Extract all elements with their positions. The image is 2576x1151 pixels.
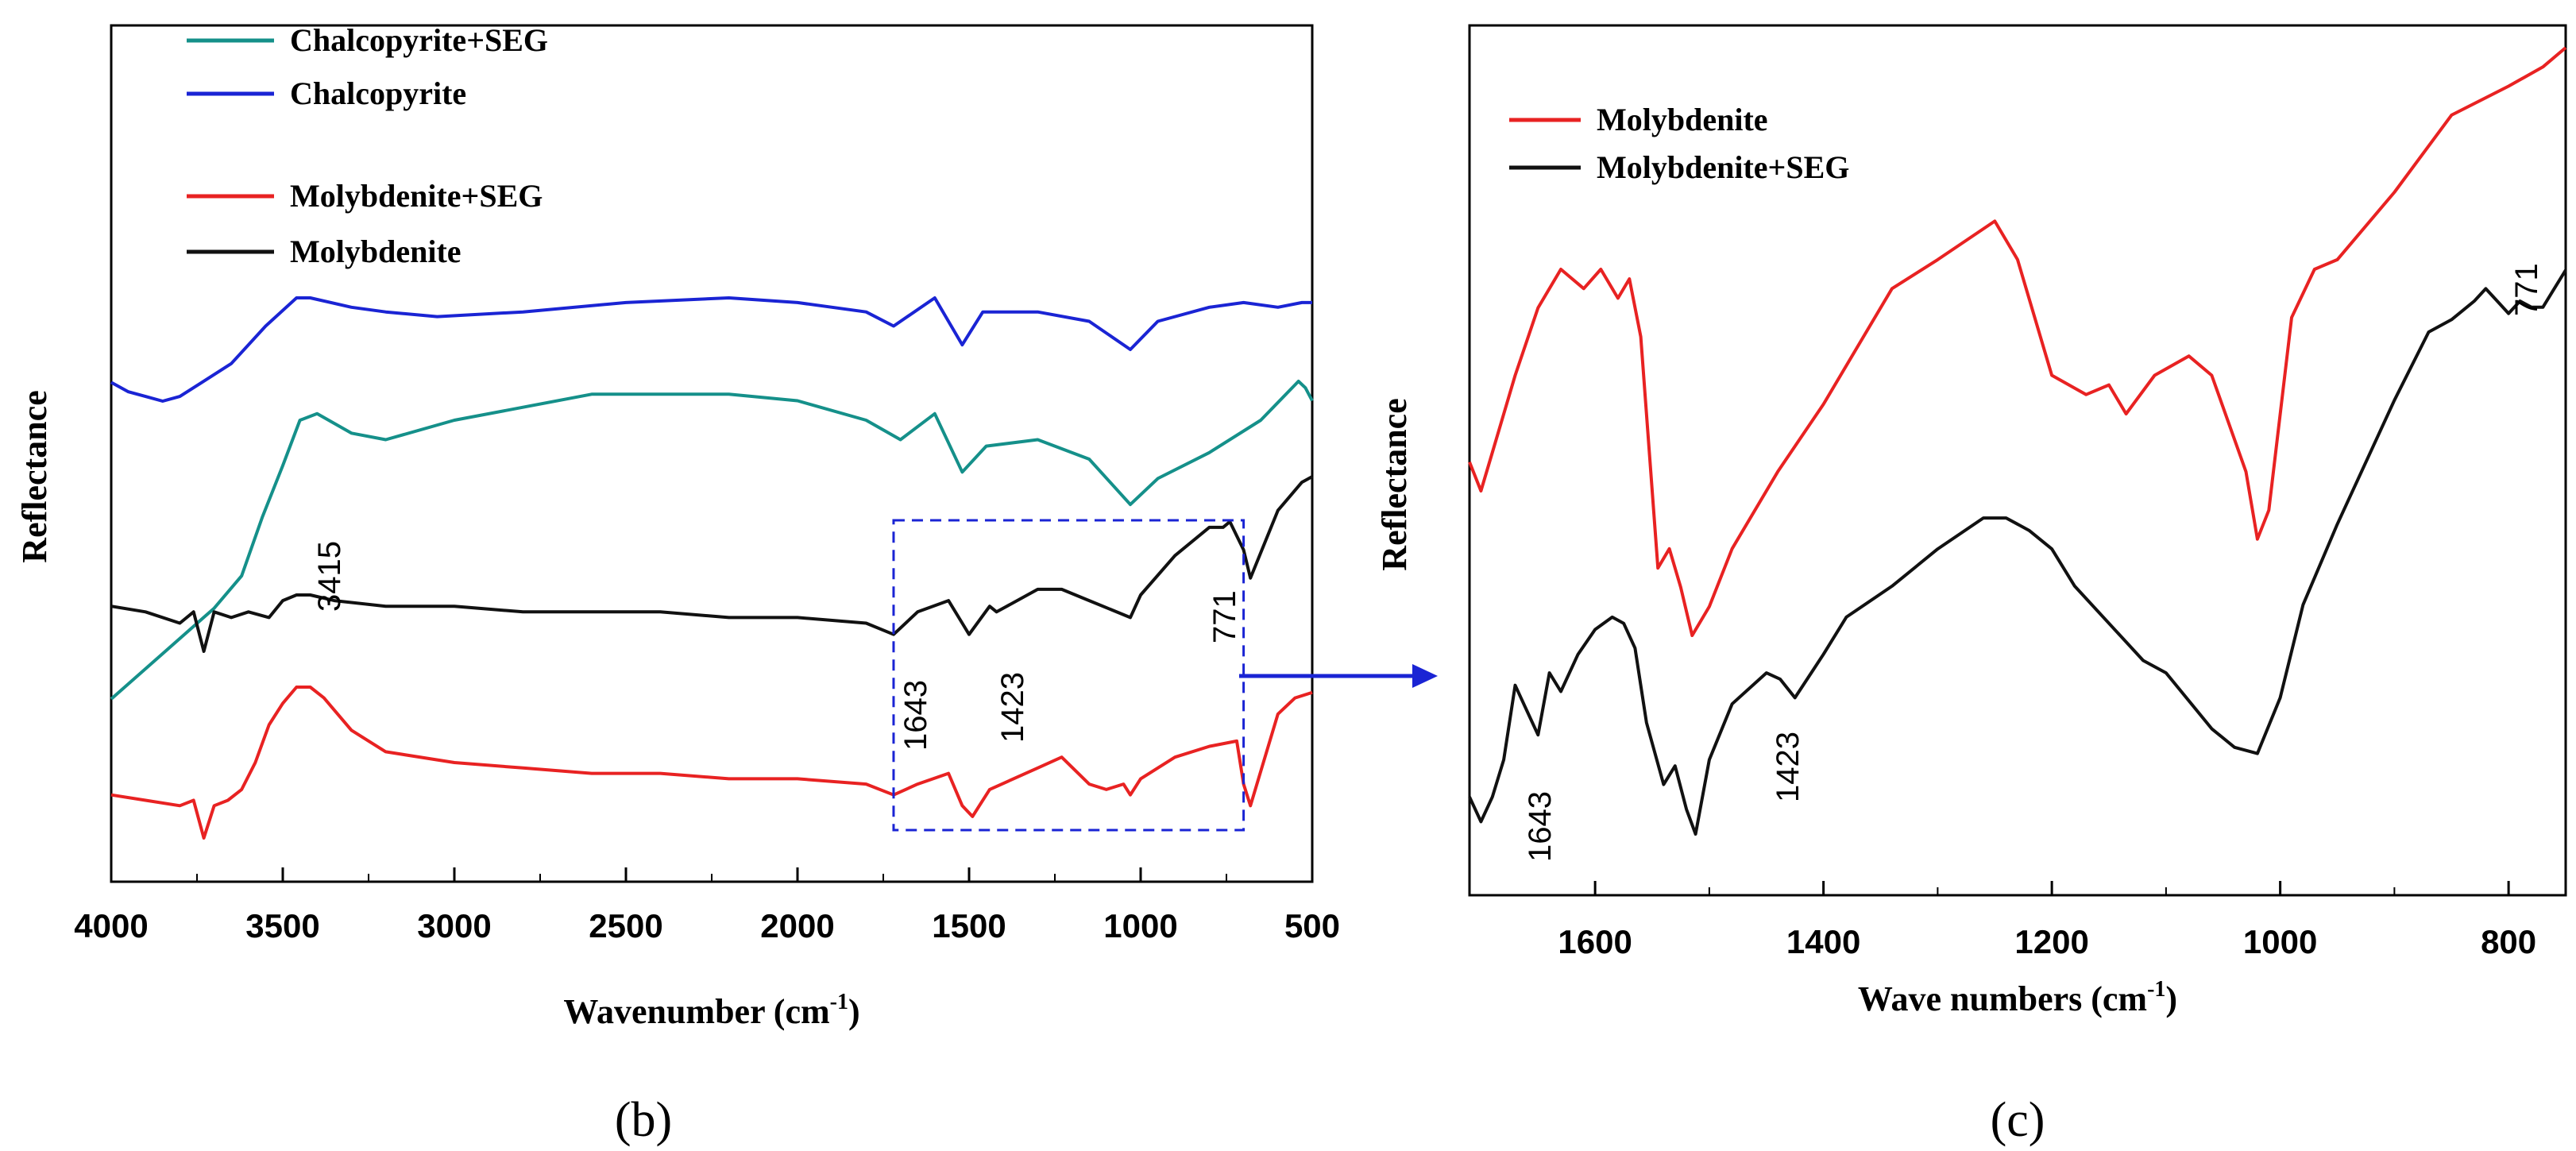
panel-b-x-label-close: ) [848,992,860,1031]
panel-b-frame [110,24,1314,883]
x-tick-label-b-2500: 2500 [589,907,662,944]
panel-c-x-ticks: 1600 1400 1200 1000 800 [1558,881,2536,960]
series-line-b-molybdenite-seg [110,686,1313,840]
series-line-c-molybdenite-seg [1468,268,2567,836]
legend-label-molybdenite-c: Molybdenite [1597,102,1768,137]
x-tick-label-b-4000: 4000 [74,907,148,944]
panel-c-x-label-sup: -1 [2147,977,2165,1002]
x-tick-label-b-3000: 3000 [417,907,491,944]
series-line-b-chalcopyrite [110,296,1312,403]
annotation-1643: 1643 [898,680,933,751]
panel-c-x-label: Wave numbers (cm-1) [1858,977,2177,1018]
annotation-771: 771 [1207,590,1242,643]
x-tick-label-b-2000: 2000 [760,907,834,944]
panel-b-series [110,296,1314,840]
legend-label-molybdenite-seg: Molybdenite+SEG [290,178,543,214]
panel-b-x-label-sup: -1 [830,990,848,1014]
x-tick-label-b-3500: 3500 [245,907,319,944]
x-tick-label-c-1000: 1000 [2243,923,2317,960]
series-line-b-molybdenite [110,475,1313,653]
panel-b-y-label: Reflectance [15,390,54,562]
annotation-771-c: 771 [2509,263,2544,316]
x-tick-label-b-500: 500 [1284,907,1340,944]
panel-c-legend: Molybdenite Molybdenite+SEG [1509,102,1849,185]
zoom-arrow [1239,664,1438,688]
annotation-1423-c: 1423 [1771,732,1806,802]
panel-b-x-label-main: Wavenumber (cm [563,992,829,1031]
panel-c-frame [1468,24,2567,897]
panel-b-legend: Chalcopyrite+SEG Chalcopyrite Molybdenit… [187,22,548,269]
legend-label-chalcopyrite: Chalcopyrite [290,75,466,111]
annotation-1643-c: 1643 [1523,791,1558,862]
panel-b-label: (b) [615,1093,672,1147]
panel-b-x-label: Wavenumber (cm-1) [563,990,859,1031]
series-line-b-chalcopyrite-seg [110,380,1314,701]
x-tick-label-c-800: 800 [2481,923,2536,960]
annotation-1423: 1423 [995,672,1030,743]
panel-b-x-ticks: 4000 3500 3000 2500 2000 1500 1000 500 [74,867,1340,944]
panel-b-chart: 4000 3500 3000 2500 2000 1500 1000 500 3415 164… [15,22,1340,1147]
panel-c-x-label-close: ) [2165,979,2177,1018]
x-tick-label-b-1500: 1500 [932,907,1006,944]
x-tick-label-c-1200: 1200 [2014,923,2088,960]
panel-c-y-label: Reflectance [1375,398,1414,570]
panel-c-chart: 1600 1400 1200 1000 800 1643 1423 771 Molybd… [1375,24,2567,1147]
legend-label-molybdenite: Molybdenite [290,234,462,269]
panel-c-x-label-main: Wave numbers (cm [1858,979,2147,1018]
panel-c-series [1468,46,2567,836]
panel-c-label: (c) [1991,1093,2045,1147]
x-tick-label-c-1400: 1400 [1786,923,1860,960]
legend-label-chalcopyrite-seg: Chalcopyrite+SEG [290,22,548,58]
zoom-box [892,519,1246,832]
legend-label-molybdenite-seg-c: Molybdenite+SEG [1597,149,1849,185]
x-tick-label-b-1000: 1000 [1103,907,1177,944]
annotation-3415: 3415 [312,541,347,612]
x-tick-label-c-1600: 1600 [1558,923,1632,960]
series-line-c-molybdenite [1468,46,2567,637]
